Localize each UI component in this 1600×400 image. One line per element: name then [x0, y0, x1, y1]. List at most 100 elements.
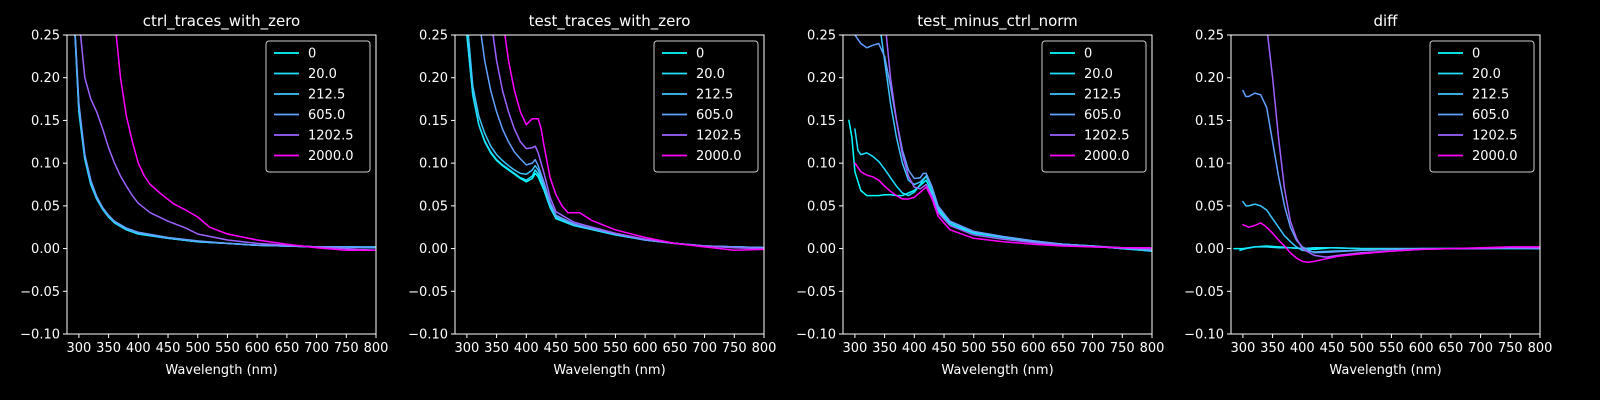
- x-tick-label: 700: [692, 341, 717, 356]
- legend: 0 20.0 212.5 605.0 1202.5 2000.0: [1041, 40, 1147, 173]
- legend-label: 1202.5: [1472, 129, 1518, 144]
- x-tick-label: 650: [1050, 341, 1075, 356]
- x-tick-label: 800: [364, 341, 389, 356]
- legend-label: 2000.0: [1472, 149, 1518, 164]
- x-tick-label: 750: [1110, 341, 1135, 356]
- y-tick-label: −0.10: [408, 328, 448, 343]
- legend-label: 20.0: [696, 67, 725, 82]
- x-tick-label: 300: [66, 341, 91, 356]
- x-tick-label: 450: [932, 341, 957, 356]
- x-tick-label: 700: [1080, 341, 1105, 356]
- series-group: [466, 35, 764, 252]
- y-tick-label: 0.00: [419, 242, 448, 257]
- y-tick-label: −0.10: [20, 328, 60, 343]
- x-tick-label: 750: [334, 341, 359, 356]
- x-tick-label: 300: [454, 341, 479, 356]
- x-tick-label: 400: [902, 341, 927, 356]
- x-tick-label: 500: [573, 341, 598, 356]
- x-tick-label: 350: [96, 341, 121, 356]
- y-tick-label: 0.25: [1195, 29, 1224, 44]
- legend-label: 1202.5: [1084, 129, 1130, 144]
- x-tick-label: 800: [752, 341, 777, 356]
- x-tick-label: 650: [1438, 341, 1463, 356]
- legend: 0 20.0 212.5 605.0 1202.5 2000.0: [265, 40, 371, 173]
- x-axis-label: Wavelength (nm): [553, 363, 665, 378]
- legend-label: 212.5: [1472, 88, 1509, 103]
- legend: 0 20.0 212.5 605.0 1202.5 2000.0: [1429, 40, 1535, 173]
- chart-panel-4: 300 350 400 450 500 550 600 650 700 750 800 −0.10 −0…: [1184, 12, 1552, 378]
- legend-label: 212.5: [1084, 88, 1121, 103]
- y-tick-label: 0.25: [419, 29, 448, 44]
- chart-title: ctrl_traces_with_zero: [143, 12, 300, 31]
- series-line-6: [115, 35, 376, 252]
- y-tick-label: −0.05: [408, 285, 448, 300]
- y-tick-label: 0.15: [1195, 114, 1224, 129]
- x-tick-label: 550: [215, 341, 240, 356]
- chart-panel-1: 300 350 400 450 500 550 600 650 700 750 800 −0.10 −0…: [20, 12, 389, 378]
- legend: 0 20.0 212.5 605.0 1202.5 2000.0: [653, 40, 759, 173]
- y-tick-label: 0.00: [807, 242, 836, 257]
- y-tick-label: 0.20: [807, 71, 836, 86]
- y-tick-label: 0.15: [807, 114, 836, 129]
- legend-label: 2000.0: [696, 149, 742, 164]
- x-tick-label: 800: [1140, 341, 1165, 356]
- series-group: [1233, 35, 1540, 263]
- x-tick-label: 450: [156, 341, 181, 356]
- legend-label: 20.0: [308, 67, 337, 82]
- x-tick-label: 750: [722, 341, 747, 356]
- x-tick-label: 300: [842, 341, 867, 356]
- x-tick-label: 600: [1409, 341, 1434, 356]
- y-tick-label: 0.00: [31, 242, 60, 257]
- plot-frame: [1230, 34, 1541, 335]
- y-tick-label: 0.05: [1195, 199, 1224, 214]
- x-tick-label: 800: [1528, 341, 1553, 356]
- x-tick-label: 700: [304, 341, 329, 356]
- y-tick-label: −0.05: [796, 285, 836, 300]
- legend-label: 1202.5: [308, 129, 354, 144]
- y-tick-label: 0.10: [807, 157, 836, 172]
- x-tick-label: 350: [484, 341, 509, 356]
- x-tick-label: 550: [1379, 341, 1404, 356]
- y-tick-label: 0.20: [419, 71, 448, 86]
- chart-title: test_minus_ctrl_norm: [917, 12, 1078, 31]
- x-tick-label: 400: [126, 341, 151, 356]
- legend-label: 605.0: [1472, 108, 1509, 123]
- legend-label: 0: [1472, 47, 1480, 62]
- legend-label: 20.0: [1472, 67, 1501, 82]
- legend-label: 212.5: [696, 88, 733, 103]
- legend-label: 212.5: [308, 88, 345, 103]
- y-tick-label: 0.20: [1195, 71, 1224, 86]
- x-tick-label: 350: [1260, 341, 1285, 356]
- y-tick-label: −0.10: [796, 328, 836, 343]
- legend-label: 605.0: [696, 108, 733, 123]
- series-line-4: [854, 35, 1152, 252]
- y-tick-label: 0.10: [31, 157, 60, 172]
- plot-frame: [66, 34, 377, 335]
- series-group: [848, 35, 1152, 252]
- series-line-6: [504, 35, 764, 252]
- legend-label: 1202.5: [696, 129, 742, 144]
- x-tick-label: 550: [603, 341, 628, 356]
- x-tick-label: 500: [961, 341, 986, 356]
- legend-label: 2000.0: [308, 149, 354, 164]
- x-tick-label: 500: [1349, 341, 1374, 356]
- legend-label: 0: [308, 47, 316, 62]
- x-axis-label: Wavelength (nm): [1329, 363, 1441, 378]
- y-tick-label: 0.20: [31, 71, 60, 86]
- y-tick-label: 0.05: [419, 199, 448, 214]
- plot-frame: [454, 34, 765, 335]
- x-tick-label: 750: [1498, 341, 1523, 356]
- y-tick-label: 0.05: [807, 199, 836, 214]
- legend-label: 605.0: [308, 108, 345, 123]
- x-axis-label: Wavelength (nm): [941, 363, 1053, 378]
- x-tick-label: 450: [544, 341, 569, 356]
- x-tick-label: 400: [514, 341, 539, 356]
- y-tick-label: 0.05: [31, 199, 60, 214]
- chart-title: diff: [1373, 12, 1398, 30]
- chart-panel-3: 300 350 400 450 500 550 600 650 700 750 800 −0.10 −0…: [796, 12, 1164, 378]
- series-line-5: [79, 35, 376, 252]
- y-tick-label: 0.00: [1195, 242, 1224, 257]
- y-tick-label: 0.15: [419, 114, 448, 129]
